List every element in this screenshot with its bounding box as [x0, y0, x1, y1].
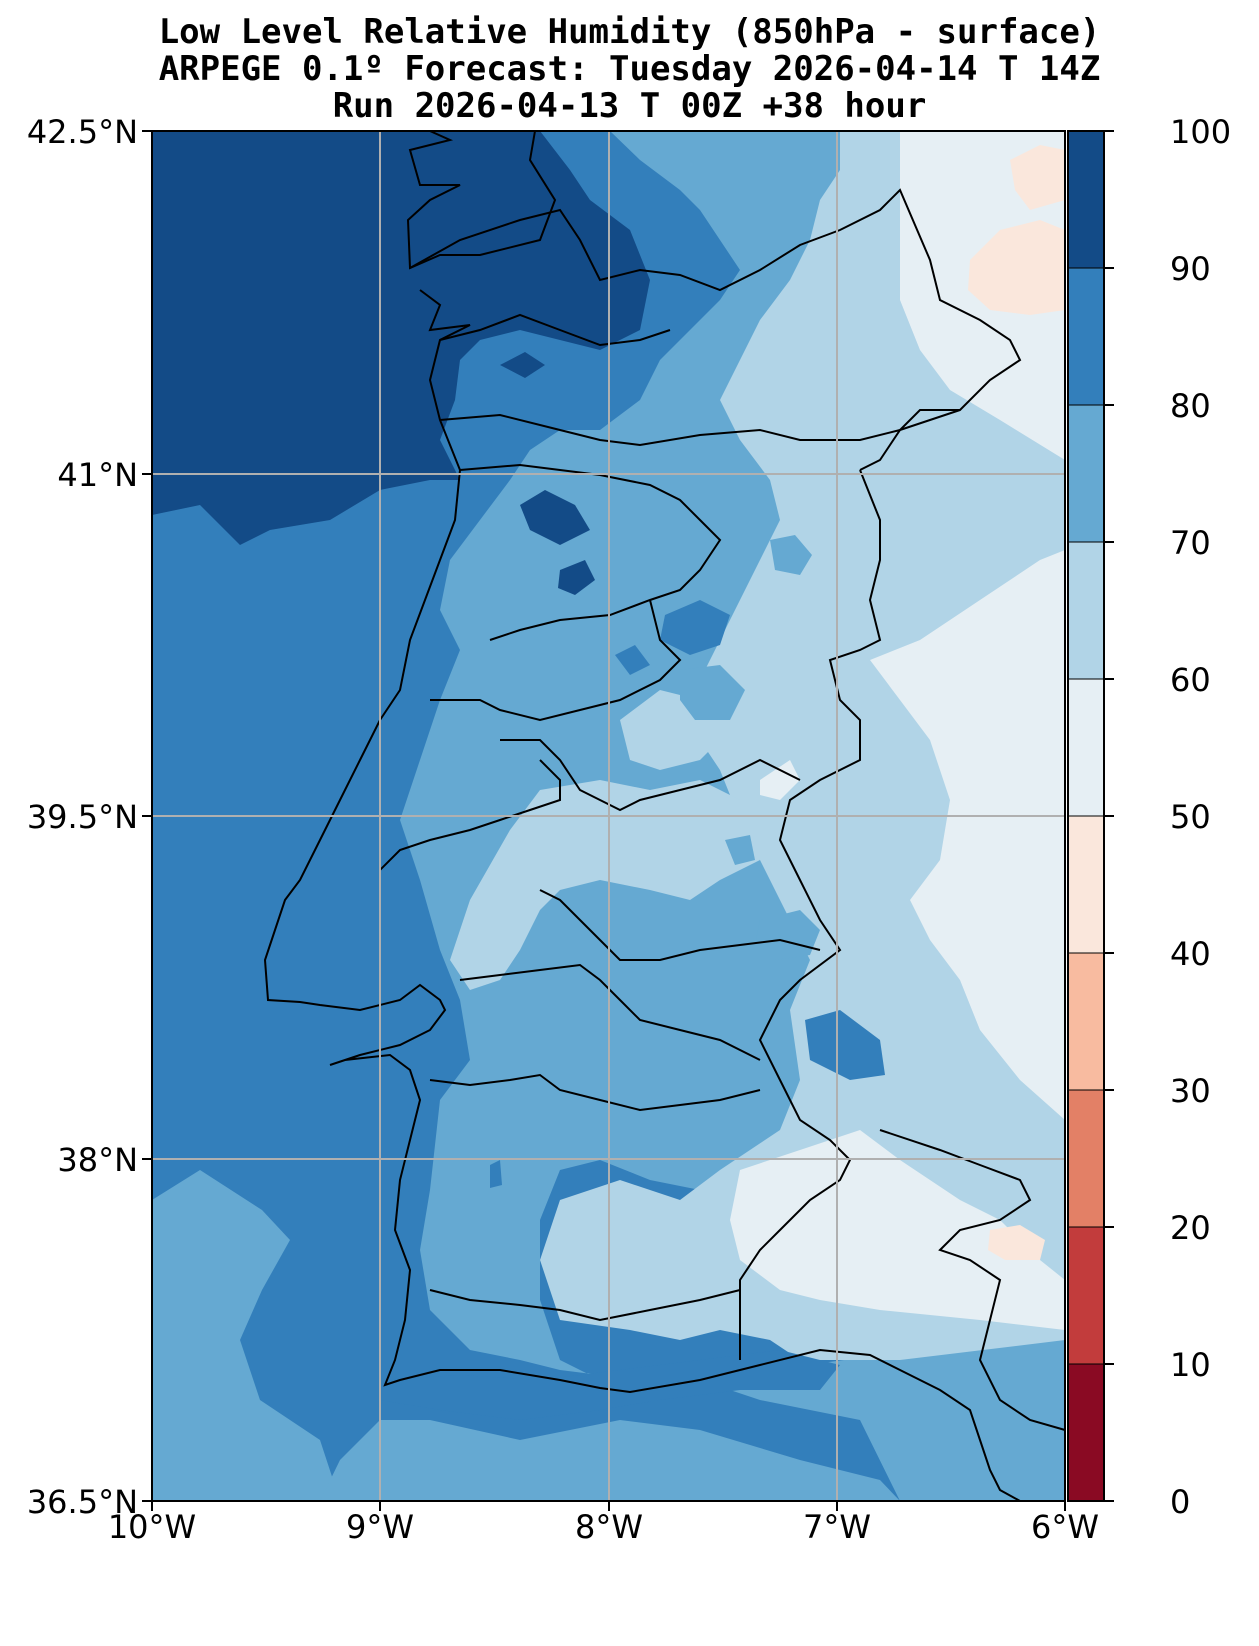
title-line-1: Low Level Relative Humidity (850hPa - su… — [158, 12, 1101, 52]
colorbar-label-40: 40 — [1170, 935, 1211, 973]
field-central-60 — [540, 131, 1065, 1360]
lat-label-42-5n: 42.5°N — [26, 113, 138, 151]
colorbar-segment-80-90 — [1068, 268, 1104, 406]
gridlines — [152, 131, 1065, 1501]
colorbar-segment-10-20 — [1068, 1227, 1104, 1365]
colorbar-label-0: 0 — [1170, 1483, 1191, 1521]
field-inner-70-2 — [725, 835, 755, 865]
lat-label-41n: 41°N — [57, 456, 138, 494]
colorbar-label-30: 30 — [1170, 1072, 1211, 1110]
field-westcentral-60 — [450, 780, 760, 990]
field-inner-70-3 — [770, 535, 812, 575]
border-east — [739, 469, 882, 1360]
field-northwest-90 — [152, 131, 650, 545]
colorbar-label-90: 90 — [1170, 250, 1211, 288]
colorbar-label-50: 50 — [1170, 798, 1211, 836]
border-spain-south — [879, 1129, 1066, 1431]
field-ocean-west-70 — [152, 1170, 340, 1501]
colorbar-segment-90-100 — [1068, 131, 1104, 269]
lat-label-36-5n: 36.5°N — [26, 1483, 138, 1521]
colorbar-label-80: 80 — [1170, 387, 1211, 425]
lon-label-7w: 7°W — [803, 1508, 871, 1546]
coastline — [263, 130, 1021, 1502]
field-inner-90-3 — [500, 352, 545, 378]
colorbar-segment-40-50 — [1068, 816, 1104, 954]
colorbar-label-10: 10 — [1170, 1346, 1211, 1384]
field-inner-80-4 — [490, 1160, 502, 1188]
colorbar-segment-30-40 — [1068, 953, 1104, 1091]
field-northeast2-40 — [968, 220, 1065, 315]
border-district-2 — [430, 463, 722, 722]
colorbar — [1067, 130, 1114, 1502]
field-south-40 — [988, 1225, 1045, 1260]
field-inner-70-4 — [680, 665, 745, 720]
field-patch-50 — [760, 760, 800, 800]
lon-label-8w: 8°W — [575, 1508, 643, 1546]
colorbar-label-20: 20 — [1170, 1209, 1211, 1247]
colorbar-segment-60-70 — [1068, 542, 1104, 680]
field-inner-70-1 — [755, 910, 820, 960]
colorbar-segment-0-10 — [1068, 1364, 1104, 1502]
border-district-1 — [439, 313, 961, 447]
field-inner-90-1 — [520, 490, 590, 545]
colorbar-frame — [1067, 130, 1105, 1502]
colorbar-label-100: 100 — [1170, 113, 1232, 151]
lon-label-10w: 10°W — [107, 1508, 197, 1546]
field-alentejo-50 — [730, 1130, 1065, 1330]
lat-label-38n: 38°N — [57, 1141, 138, 1179]
colorbar-label-60: 60 — [1170, 661, 1211, 699]
border-district-5 — [429, 1073, 761, 1322]
colorbar-segment-70-80 — [1068, 405, 1104, 543]
field-inner-80-1 — [660, 600, 730, 655]
colorbar-segment-50-60 — [1068, 679, 1104, 817]
field-inner-90-2 — [558, 560, 595, 595]
field-inner-80-2 — [615, 645, 650, 675]
colorbar-segment-20-30 — [1068, 1090, 1104, 1228]
border-district-3 — [379, 739, 801, 871]
colorbar-label-70: 70 — [1170, 524, 1211, 562]
field-inner-80-3 — [805, 1010, 885, 1080]
lat-label-39-5n: 39.5°N — [26, 798, 138, 836]
lon-label-9w: 9°W — [346, 1508, 414, 1546]
axis-ticks — [142, 130, 1066, 1511]
field-southeast-50 — [870, 550, 1065, 1120]
lon-label-6w: 6°W — [1031, 1508, 1099, 1546]
title-line-3: Run 2026-04-13 T 00Z +38 hour — [332, 86, 927, 126]
field-northeast-40 — [1010, 145, 1065, 210]
title-line-2: ARPEGE 0.1º Forecast: Tuesday 2026-04-14… — [158, 49, 1101, 89]
